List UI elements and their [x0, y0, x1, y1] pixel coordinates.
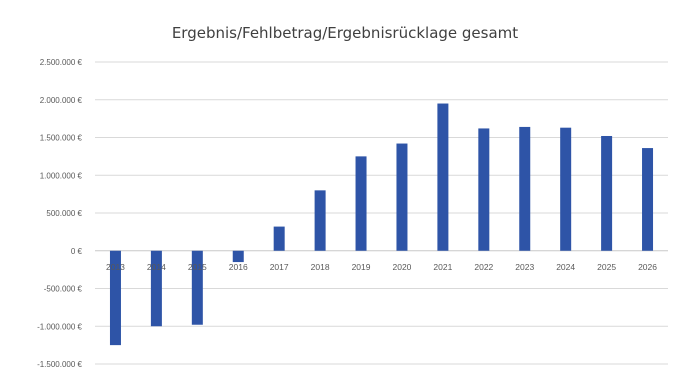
x-tick-label-2020: 2020: [393, 262, 412, 272]
x-tick-label-2014: 2014: [147, 262, 166, 272]
y-tick-label: 2.500.000 €: [40, 58, 83, 67]
x-tick-label-2015: 2015: [188, 262, 207, 272]
bar-2023: [519, 126, 531, 251]
x-tick-label-2021: 2021: [433, 262, 452, 272]
y-tick-label: -500.000 €: [44, 285, 83, 294]
x-tick-label-2016: 2016: [229, 262, 248, 272]
bar-2017: [273, 226, 285, 251]
chart-title: Ergebnis/Fehlbetrag/Ergebnisrücklage ges…: [172, 24, 518, 42]
bars: [109, 103, 654, 346]
x-tick-label-2025: 2025: [597, 262, 616, 272]
bar-2018: [314, 190, 326, 251]
x-tick-label-2026: 2026: [638, 262, 657, 272]
x-tick-label-2023: 2023: [515, 262, 534, 272]
x-tick-label-2013: 2013: [106, 262, 125, 272]
bar-2021: [437, 103, 449, 251]
bar-2013: [109, 250, 121, 346]
bar-2016: [232, 250, 244, 263]
bar-2015: [191, 250, 203, 325]
y-tick-label: 500.000 €: [46, 209, 82, 218]
x-axis-tick-labels: 2013 2014 2015 2016 2017 2018 2019 2020 2021 2022…: [106, 262, 657, 272]
bar-2024: [560, 127, 572, 251]
bar-2026: [642, 148, 654, 251]
y-tick-label: 2.000.000 €: [40, 96, 83, 105]
x-tick-label-2022: 2022: [474, 262, 493, 272]
y-axis-tick-labels: 2.500.000 € 2.000.000 € 1.500.000 € 1.000.0…: [37, 58, 82, 369]
bar-2025: [601, 135, 613, 251]
bar-2019: [355, 156, 367, 251]
y-tick-label: 0 €: [71, 247, 83, 256]
y-tick-label: 1.000.000 €: [40, 171, 83, 180]
gridlines: [95, 61, 668, 365]
y-tick-label: 1.500.000 €: [40, 134, 83, 143]
x-tick-label-2018: 2018: [311, 262, 330, 272]
y-tick-label: -1.500.000 €: [37, 360, 82, 369]
bar-2020: [396, 143, 408, 251]
bar-2014: [150, 250, 162, 327]
y-tick-label: -1.000.000 €: [37, 322, 82, 331]
bar-2022: [478, 128, 490, 251]
x-tick-label-2024: 2024: [556, 262, 575, 272]
x-tick-label-2017: 2017: [270, 262, 289, 272]
x-tick-label-2019: 2019: [352, 262, 371, 272]
